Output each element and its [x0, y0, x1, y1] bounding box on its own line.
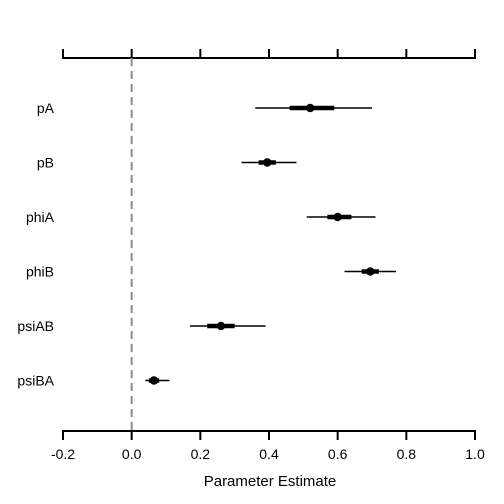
parameter-row-pA: pA	[37, 100, 372, 116]
x-tick-label: 1.0	[465, 446, 485, 462]
parameter-row-psiAB: psiAB	[17, 318, 266, 334]
parameter-label: psiBA	[17, 373, 54, 389]
x-tick-label: -0.2	[51, 446, 75, 462]
point-estimate	[366, 267, 375, 276]
point-estimate	[306, 103, 315, 113]
parameter-row-pB: pB	[37, 155, 297, 171]
parameter-rows: pA pB phiA phiB psiAB psiBA	[17, 100, 397, 389]
point-estimate	[263, 158, 272, 167]
x-tick-label: 0.4	[259, 446, 279, 462]
parameter-label: phiA	[26, 209, 55, 225]
parameter-label: phiB	[26, 264, 54, 280]
x-tick-label: 0.0	[122, 446, 142, 462]
top-axis-ticks	[62, 49, 476, 58]
parameter-row-phiB: phiB	[26, 264, 397, 280]
parameter-label: pA	[37, 100, 55, 116]
bottom-axis: -0.2 0.0 0.2 0.4 0.6 0.8 1.0	[51, 430, 485, 462]
bottom-axis-ticks: -0.2 0.0 0.2 0.4 0.6 0.8 1.0	[51, 431, 485, 462]
x-axis-label: Parameter Estimate	[204, 473, 337, 490]
parameter-row-psiBA: psiBA	[17, 373, 170, 389]
point-estimate	[333, 212, 342, 222]
point-estimate	[216, 321, 226, 331]
parameter-label: psiAB	[17, 318, 54, 334]
x-tick-label: 0.2	[191, 446, 211, 462]
x-tick-label: 0.8	[397, 446, 417, 462]
parameter-label: pB	[37, 155, 54, 171]
point-estimate	[149, 376, 159, 385]
x-tick-label: 0.6	[328, 446, 348, 462]
parameter-row-phiA: phiA	[26, 209, 376, 225]
